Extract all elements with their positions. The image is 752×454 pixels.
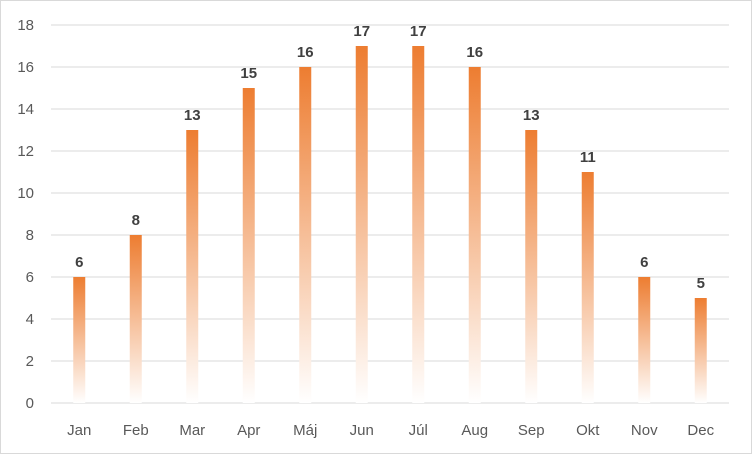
x-tick-label-feb: Feb xyxy=(123,422,149,439)
bar-dec xyxy=(694,298,707,403)
bar-nov xyxy=(638,277,651,403)
x-tick-label-mar: Mar xyxy=(179,422,205,439)
data-label-jan: 6 xyxy=(75,254,83,271)
bar-jun xyxy=(355,46,368,403)
bar-okt xyxy=(581,172,594,403)
data-label-dec: 5 xyxy=(697,275,705,292)
x-tick-label-jun: Jun xyxy=(350,422,374,439)
data-label-okt: 11 xyxy=(580,149,596,166)
y-tick-label: 12 xyxy=(17,143,34,160)
data-labels: 6 8 13 15 16 17 17 16 13 11 6 5 xyxy=(75,23,705,292)
bar-jan xyxy=(73,277,86,403)
data-label-aug: 16 xyxy=(466,44,483,61)
y-tick-label: 8 xyxy=(26,227,34,244)
data-label-feb: 8 xyxy=(132,212,140,229)
data-label-nov: 6 xyxy=(640,254,648,271)
bar-feb xyxy=(129,235,142,403)
y-tick-label: 16 xyxy=(17,59,34,76)
data-label-júl: 17 xyxy=(410,23,427,40)
x-tick-label-jan: Jan xyxy=(67,422,91,439)
y-tick-label: 2 xyxy=(26,353,34,370)
y-tick-label: 18 xyxy=(17,17,34,34)
grid-lines xyxy=(51,24,729,404)
x-tick-label-júl: Júl xyxy=(409,422,428,439)
bar-júl xyxy=(412,46,425,403)
bar-aug xyxy=(468,67,481,403)
y-tick-label: 6 xyxy=(26,269,34,286)
x-tick-label-nov: Nov xyxy=(631,422,658,439)
y-axis-ticks: 0 2 4 6 8 10 12 14 16 18 xyxy=(17,17,34,412)
data-label-máj: 16 xyxy=(297,44,314,61)
data-label-apr: 15 xyxy=(240,65,257,82)
x-tick-label-okt: Okt xyxy=(576,422,600,439)
y-tick-label: 10 xyxy=(17,185,34,202)
bars xyxy=(73,46,707,403)
bar-máj xyxy=(299,67,312,403)
data-label-jun: 17 xyxy=(353,23,370,40)
x-axis-ticks: Jan Feb Mar Apr Máj Jun Júl Aug Sep Okt Nov Dec xyxy=(67,422,714,439)
y-tick-label: 0 xyxy=(26,395,34,412)
y-tick-label: 14 xyxy=(17,101,34,118)
x-tick-label-sep: Sep xyxy=(518,422,545,439)
x-tick-label-aug: Aug xyxy=(461,422,488,439)
bar-apr xyxy=(242,88,255,403)
x-tick-label-máj: Máj xyxy=(293,422,317,439)
data-label-mar: 13 xyxy=(184,107,201,124)
x-tick-label-apr: Apr xyxy=(237,422,260,439)
data-label-sep: 13 xyxy=(523,107,540,124)
y-tick-label: 4 xyxy=(26,311,34,328)
bar-sep xyxy=(525,130,538,403)
bar-mar xyxy=(186,130,199,403)
x-tick-label-dec: Dec xyxy=(687,422,714,439)
